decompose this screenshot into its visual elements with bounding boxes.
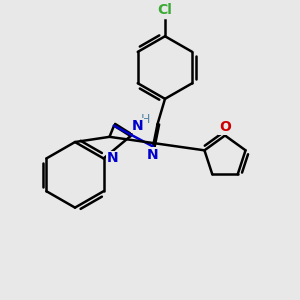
Text: H: H — [141, 113, 150, 126]
Text: O: O — [219, 120, 231, 134]
Text: N: N — [132, 118, 144, 133]
Text: Cl: Cl — [158, 4, 172, 17]
Text: N: N — [106, 152, 118, 165]
Text: N: N — [147, 148, 158, 162]
